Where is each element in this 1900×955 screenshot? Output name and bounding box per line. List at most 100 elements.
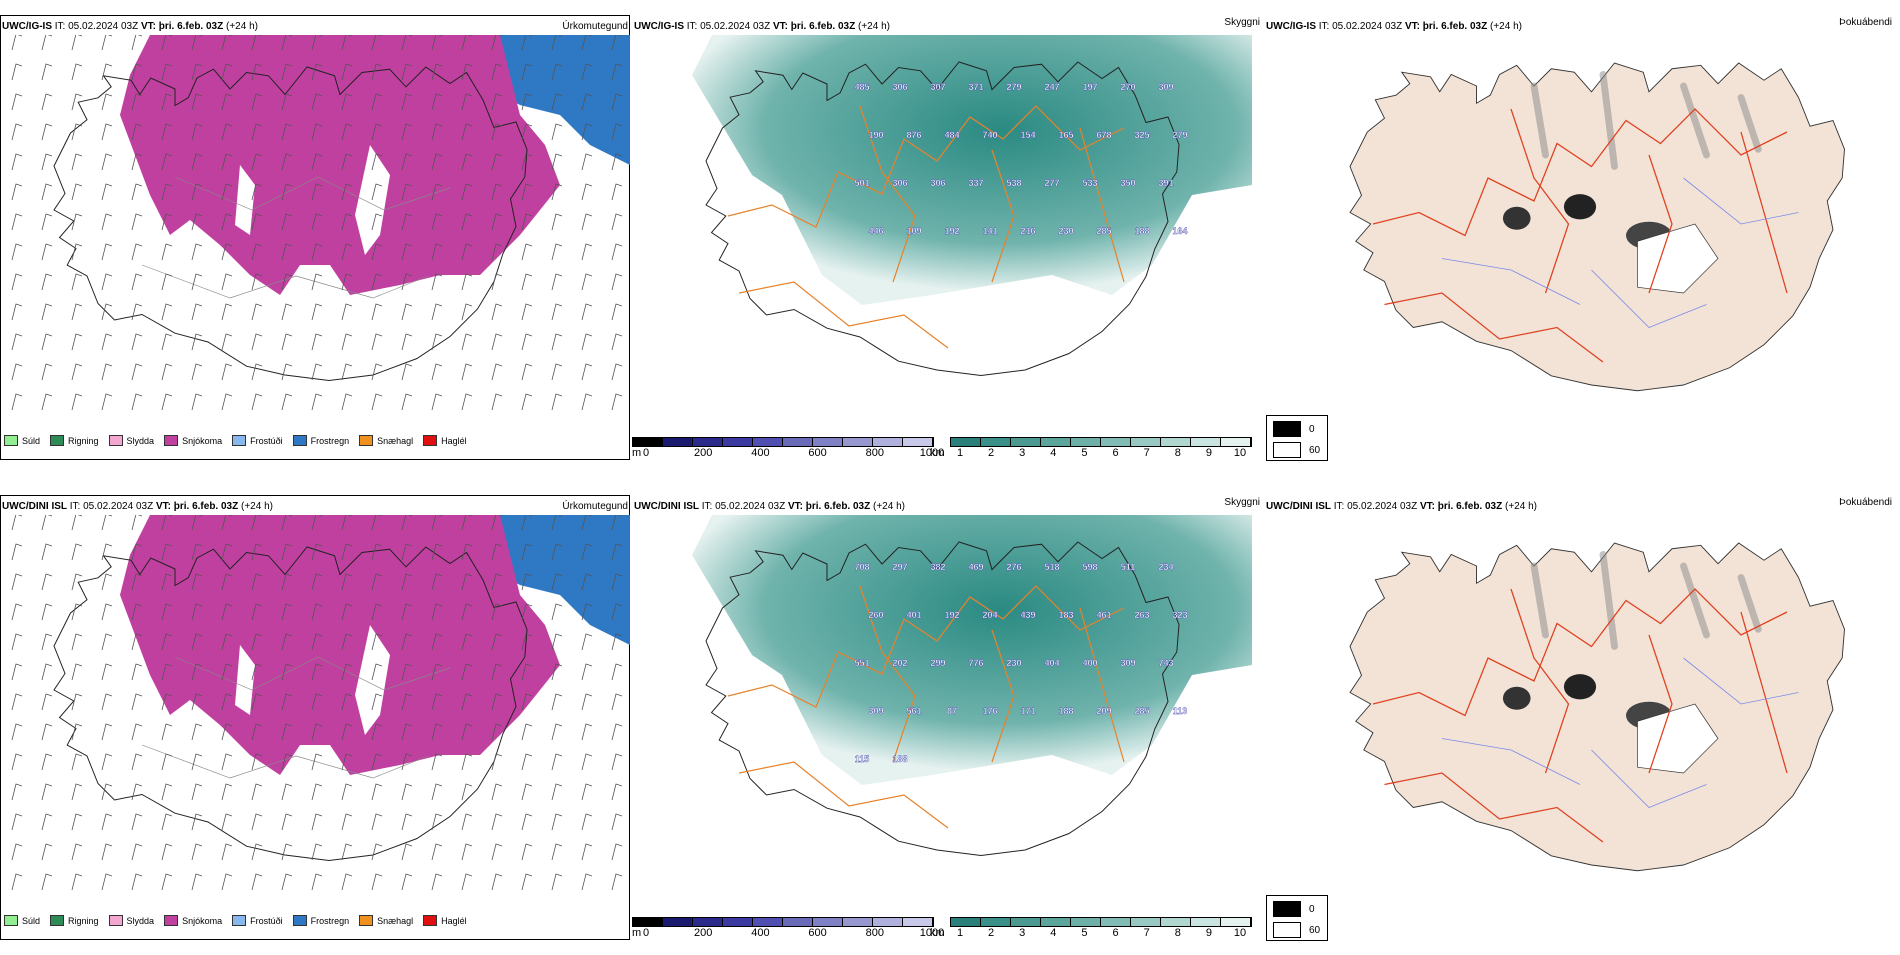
colorbar-tick: 9: [1205, 447, 1212, 459]
fog-map: [1349, 542, 1845, 872]
panel-label: Úrkomutegund: [562, 501, 628, 512]
cloud-base-label: 188: [892, 754, 907, 764]
cloud-base-label: 209: [1096, 706, 1111, 716]
fog-index-panel: UWC/IG-IS IT: 05.02.2024 03Z VT: þri. 6.…: [1264, 15, 1896, 475]
panel-label: Þokuábendi: [1839, 497, 1892, 508]
cloud-base-label: 561: [906, 706, 921, 716]
legend-swatch: [292, 435, 307, 446]
legend-swatch: [164, 435, 179, 446]
colorbar-cells: [632, 437, 934, 447]
colorbar-unit: km: [930, 447, 945, 459]
fog-swatch: [1273, 421, 1301, 437]
cloud-base-label: 404: [1044, 658, 1059, 668]
colorbar-tick: 5: [1081, 447, 1088, 459]
legend-swatch: [292, 915, 307, 926]
cloud-base-label: 337: [968, 178, 983, 188]
cloud-base-label: 297: [892, 562, 907, 572]
legend-item: Haglél: [423, 915, 467, 926]
legend-item: Frostúði: [232, 435, 283, 446]
snow-gap: [235, 165, 255, 235]
legend-swatch: [108, 915, 123, 926]
legend-swatch: [423, 915, 438, 926]
colorbar-tick: 400: [751, 927, 770, 939]
legend-item: Slydda: [108, 915, 154, 926]
cloud-base-label: 469: [968, 562, 983, 572]
legend-swatch: [4, 915, 18, 926]
legend-swatch: [232, 435, 247, 446]
cloud-base-label: 141: [982, 226, 997, 236]
glacier-area: [1637, 223, 1719, 294]
panel-label: Úrkomutegund: [562, 21, 628, 32]
low-visibility-area: [692, 35, 1252, 305]
low-visibility-area: [692, 515, 1252, 785]
cloud-base-label: 309: [868, 706, 883, 716]
precip-map: [11, 35, 630, 411]
cloud-base-label: 277: [1044, 178, 1059, 188]
colorbar-tick: 1: [956, 927, 964, 939]
legend-item: Súld: [4, 915, 40, 926]
fog-legend-row: 0: [1273, 901, 1321, 917]
colorbar-tick: 3: [1019, 927, 1026, 939]
cloud-base-label: 109: [906, 226, 921, 236]
precip-type-panel: UWC/IG-IS IT: 05.02.2024 03Z VT: þri. 6.…: [0, 15, 632, 475]
visibility-colorbar: km 1 2 3 4 5 6 7 8 9 10: [930, 435, 1258, 461]
cloud-base-label: 279: [1006, 82, 1021, 92]
visibility-colorbar: km 1 2 3 4 5 6 7 8 9 10: [930, 915, 1258, 941]
iceland-outline: [53, 66, 528, 381]
cloud-base-label: 350: [1120, 178, 1135, 188]
cloud-base-label: 382: [930, 562, 945, 572]
fog-legend-row: 60: [1273, 922, 1321, 938]
legend-swatch: [232, 915, 247, 926]
colorbar-tick: 4: [1050, 447, 1057, 459]
panel-label: Þokuábendi: [1839, 17, 1892, 28]
cloud-base-label: 743: [1158, 658, 1173, 668]
cloud-base-label: 461: [1096, 610, 1111, 620]
cloud-base-label: 439: [1020, 610, 1035, 620]
colorbar-cells: [632, 917, 934, 927]
colorbar-tick: 5: [1081, 927, 1088, 939]
legend-swatch: [359, 435, 374, 446]
cloud-base-label: 501: [854, 178, 869, 188]
colorbar-tick: 7: [1143, 927, 1150, 939]
cloud-base-label: 171: [1020, 706, 1035, 716]
precip-map: [11, 515, 630, 891]
cloud-base-label: 234: [1158, 562, 1173, 572]
colorbar-tick: 4: [1050, 927, 1057, 939]
cloud-base-label: 279: [1172, 130, 1187, 140]
cloud-base-label: 216: [1020, 226, 1035, 236]
colorbar-tick: 800: [865, 927, 884, 939]
legend-item: Snæhagl: [359, 435, 413, 446]
cloud-base-label: 263: [1134, 610, 1149, 620]
legend-swatch: [4, 435, 18, 446]
panel-title: UWC/IG-IS IT: 05.02.2024 03Z VT: þri. 6.…: [1266, 21, 1522, 32]
legend-item: Rigning: [50, 915, 99, 926]
snow-area: [120, 35, 560, 295]
snow-gap: [355, 625, 390, 735]
colorbar-tick: 8: [1174, 447, 1181, 459]
cloud-base-label: 484: [944, 130, 959, 140]
legend-item: Frostúði: [232, 915, 283, 926]
cloud-base-label: 165: [1058, 130, 1073, 140]
snow-area: [120, 515, 560, 775]
fog-dark-area: [1502, 206, 1531, 230]
cloud-base-label: 154: [1020, 130, 1035, 140]
snow-gap: [235, 645, 255, 715]
fog-swatch: [1273, 922, 1301, 938]
legend-swatch: [359, 915, 374, 926]
fog-dark-area: [1563, 194, 1597, 220]
cloud-base-label: 190: [868, 130, 883, 140]
iceland-outline: [1349, 62, 1845, 392]
colorbar-tick: 1000: [919, 447, 945, 459]
colorbar-tick: 2: [988, 447, 995, 459]
legend-item: Snæhagl: [359, 915, 413, 926]
visibility-panel: UWC/IG-IS IT: 05.02.2024 03Z VT: þri. 6.…: [632, 15, 1264, 475]
iceland-outline: [705, 541, 1180, 856]
fog-legend: 0 60: [1266, 895, 1328, 941]
iceland-outline: [53, 546, 528, 861]
cloud-base-label: 188: [1058, 706, 1073, 716]
colorbar-tick: 8: [1174, 927, 1181, 939]
colorbar-tick: 200: [694, 927, 713, 939]
cloud-base-label: 164: [1172, 226, 1187, 236]
panel-title: UWC/DINI ISL IT: 05.02.2024 03Z VT: þri.…: [2, 501, 273, 512]
cloud-base-label: 306: [892, 178, 907, 188]
